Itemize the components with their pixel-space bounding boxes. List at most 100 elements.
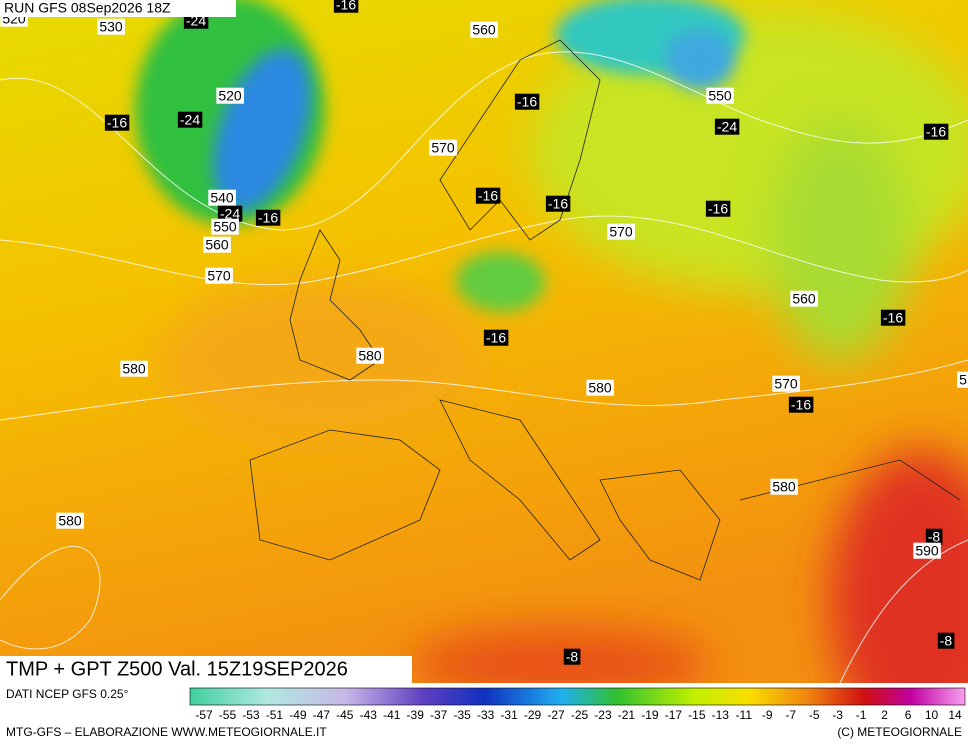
colorbar-label: -39: [407, 708, 425, 722]
label-text: -16: [478, 188, 498, 204]
colorbar-label: 6: [905, 708, 912, 722]
contour-label: 560: [470, 21, 498, 38]
label-box: [706, 87, 734, 104]
label-box: [714, 118, 740, 135]
label-box: [607, 223, 635, 240]
colorbar-label: -47: [313, 708, 331, 722]
label-text: 580: [358, 348, 382, 364]
colorbar-label: -45: [336, 708, 354, 722]
label-text: 550: [708, 88, 732, 104]
label-box: [205, 267, 233, 284]
label-box: [770, 478, 798, 495]
contour-label: 580: [120, 360, 148, 377]
label-box: [957, 371, 968, 388]
contour-label: -24: [177, 111, 203, 128]
label-text: 580: [122, 361, 146, 377]
contour-label: -8: [925, 528, 943, 545]
credit: MTG-GFS – ELABORAZIONE WWW.METEOGIORNALE…: [6, 725, 327, 739]
contour-label: -16: [104, 114, 130, 131]
colorbar-label: -51: [266, 708, 284, 722]
colorbar-label: -31: [500, 708, 518, 722]
contour-label: 580: [586, 379, 614, 396]
label-box: [429, 139, 457, 156]
run-label: RUN GFS 08Sep2026 18Z: [4, 0, 171, 16]
contour-label: 570: [429, 139, 457, 156]
contour-label: 570: [607, 223, 635, 240]
contours: [0, 51, 968, 684]
label-text: 570: [431, 140, 455, 156]
label-box: [788, 396, 814, 413]
label-text: 520: [218, 88, 242, 104]
label-text: -16: [548, 196, 568, 212]
label-box: [211, 218, 239, 235]
label-box: [56, 512, 84, 529]
label-box: [356, 347, 384, 364]
contour-label: 550: [211, 218, 239, 235]
label-text: -16: [107, 115, 127, 131]
contour-label: 550: [706, 87, 734, 104]
colorbar-label: -41: [383, 708, 401, 722]
colorbar-label: -53: [242, 708, 260, 722]
contour-label: 560: [203, 236, 231, 253]
contour-label: -24: [217, 205, 243, 222]
label-text: 560: [792, 291, 816, 307]
label-text: 580: [772, 479, 796, 495]
label-box: [923, 123, 949, 140]
label-text: -24: [180, 112, 200, 128]
label-text: -8: [566, 649, 579, 665]
colorbar-label: -21: [618, 708, 636, 722]
label-box: [563, 648, 581, 665]
label-box: [483, 329, 509, 346]
contour-label: 570: [772, 375, 800, 392]
label-box: [333, 0, 359, 13]
footer: TMP + GPT Z500 Val. 15Z19SEP2026 DATI NC…: [0, 656, 968, 745]
label-text: -24: [220, 206, 240, 222]
label-text: -16: [336, 0, 356, 13]
colorbar-label: 14: [948, 708, 962, 722]
colorbar-label: -3: [832, 708, 843, 722]
label-text: -24: [717, 119, 737, 135]
colorbar-label: -15: [688, 708, 706, 722]
label-text: 550: [213, 219, 237, 235]
label-box: [772, 375, 800, 392]
colorbar-label: -37: [430, 708, 448, 722]
label-text: -16: [926, 124, 946, 140]
label-box: [937, 632, 955, 649]
label-text: 590: [915, 543, 939, 559]
contour-label: 580: [56, 512, 84, 529]
label-text: 580: [58, 513, 82, 529]
label-box: [470, 21, 498, 38]
label-text: -16: [883, 310, 903, 326]
colorbar-label: -55: [219, 708, 237, 722]
contour-label: 520: [216, 87, 244, 104]
label-text: -16: [708, 201, 728, 217]
label-box: [913, 542, 941, 559]
contour-label: -16: [545, 195, 571, 212]
label-box: [475, 187, 501, 204]
label-text: -16: [258, 210, 278, 226]
contour-label: -16: [923, 123, 949, 140]
contour-label: -8: [563, 648, 581, 665]
copyright: (C) METEOGIORNALE: [837, 725, 962, 739]
colorbar-label: -57: [195, 708, 213, 722]
contour-label: 570: [205, 267, 233, 284]
label-box: [925, 528, 943, 545]
label-box: [790, 290, 818, 307]
label-text: 540: [210, 190, 234, 206]
label-text: -8: [928, 529, 941, 545]
contour-label: -8: [937, 632, 955, 649]
colorbar-label: -23: [594, 708, 612, 722]
label-box: [216, 87, 244, 104]
colorbar-label: 10: [925, 708, 939, 722]
contour-label: 560: [790, 290, 818, 307]
label-box: [545, 195, 571, 212]
colorbar-label: -5: [809, 708, 820, 722]
colorbar-label: -25: [571, 708, 589, 722]
label-text: 560: [205, 237, 229, 253]
colorbar-label: -27: [547, 708, 565, 722]
data-source: DATI NCEP GFS 0.25°: [6, 687, 129, 701]
label-box: [208, 189, 236, 206]
label-box: [586, 379, 614, 396]
